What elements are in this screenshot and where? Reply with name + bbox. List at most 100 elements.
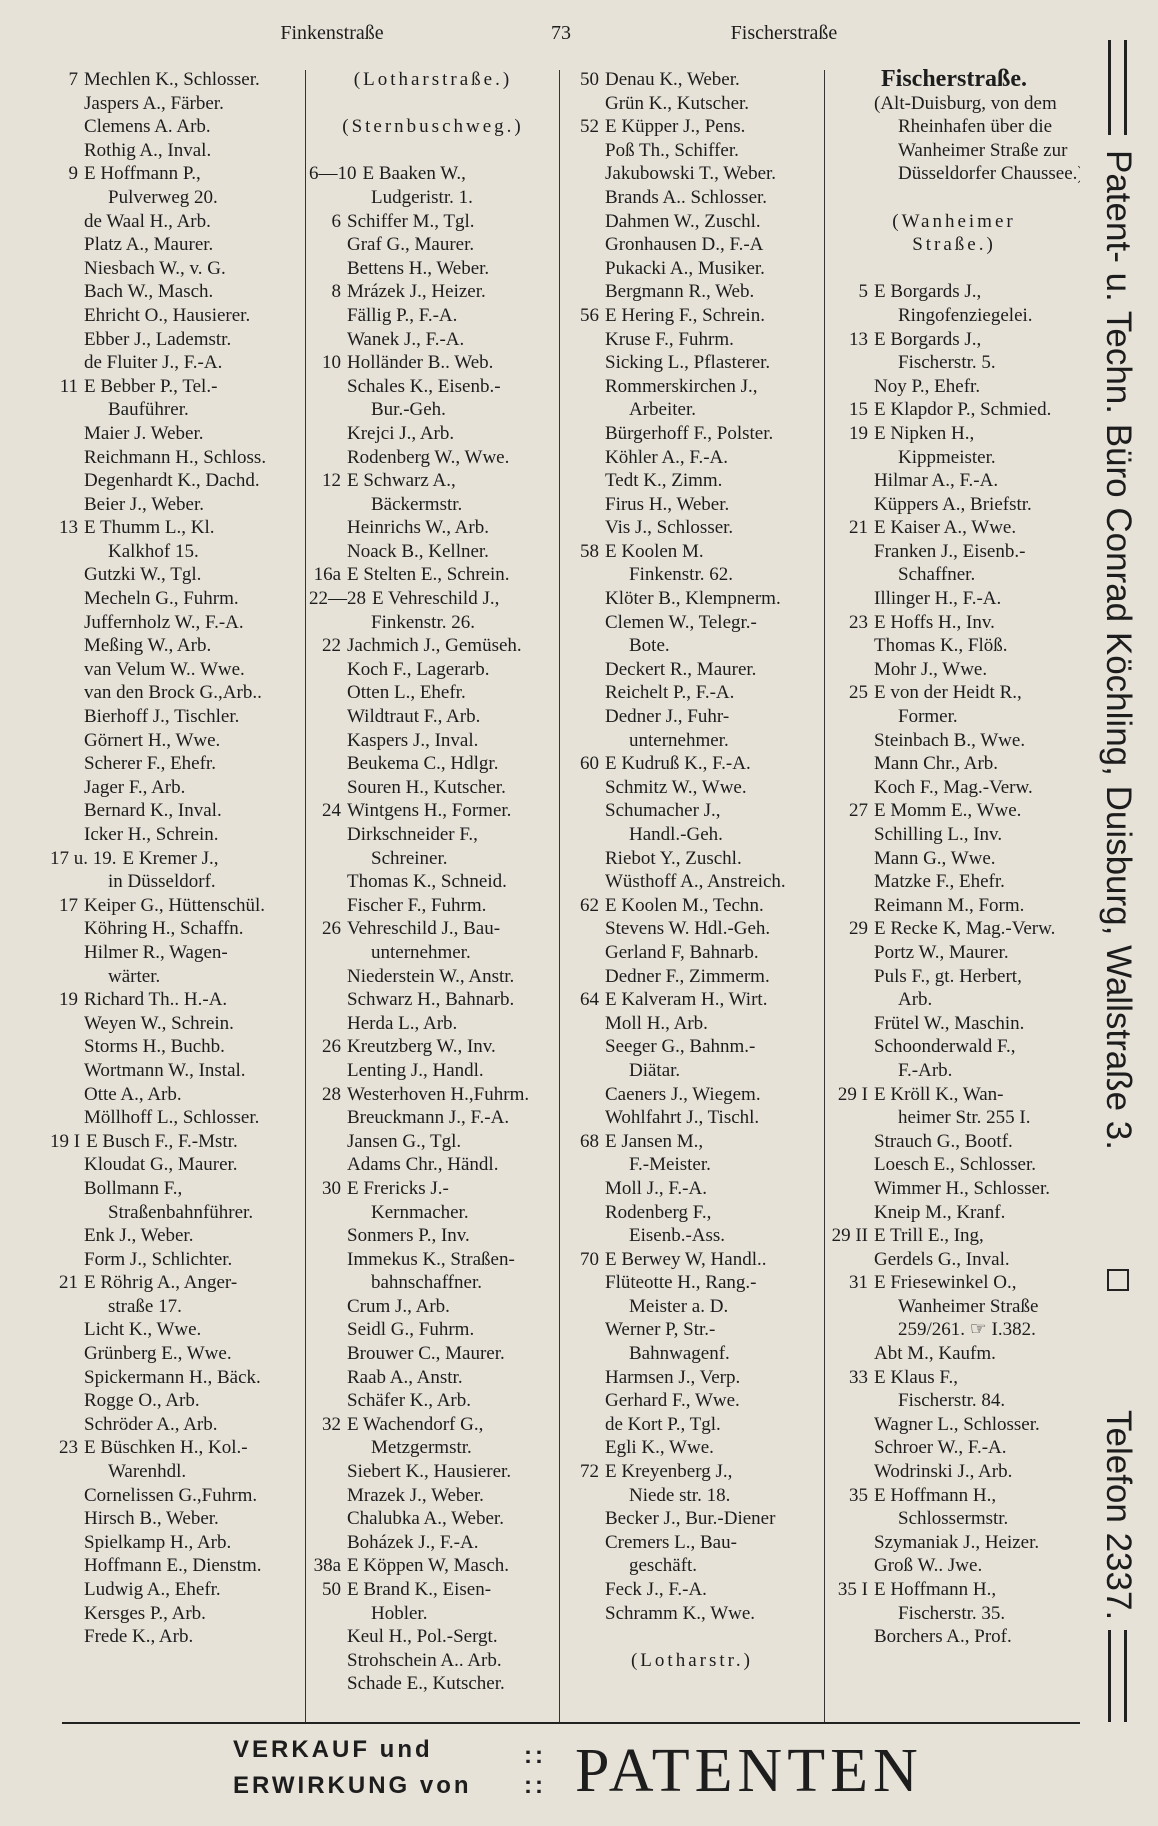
resident: (Alt-Duisburg, von dem: [874, 92, 1057, 114]
entry-line: Reimann M., Form.: [828, 894, 1080, 918]
entry: Bernard K., Inval.: [50, 799, 303, 823]
entry-line: 22—28 E Vehreschild J.,: [309, 587, 557, 611]
entry: Sonmers P., Inv.: [309, 1224, 557, 1248]
entry-line: Siebert K., Hausierer.: [309, 1460, 557, 1484]
house-number: 56: [580, 304, 599, 326]
entry-line: Bierhoff J., Tischler.: [50, 705, 303, 729]
resident: Loesch E., Schlosser.: [874, 1154, 1037, 1176]
resident: Reichelt P., F.-A.: [605, 682, 735, 704]
continuation-line: Bauführer.: [108, 399, 189, 421]
entry: Rodenberg W., Wwe.: [309, 446, 557, 470]
entry: Schäfer K., Arb.: [309, 1389, 557, 1413]
column: (Lotharstraße.) (Sternbuschweg.) 6—10 E Baa…: [309, 68, 557, 1720]
side-text: Patent- u. Techn. Büro Conrad Köchling, …: [1099, 150, 1138, 1150]
resident: Koch F., Lagerarb.: [347, 658, 490, 680]
entry: Mohr J., Wwe.: [828, 658, 1080, 682]
house-number: 19: [59, 989, 78, 1011]
house-number: 31: [849, 1272, 868, 1294]
house-number: 21: [59, 1272, 78, 1294]
resident: Moll H., Arb.: [605, 1012, 708, 1034]
resident: E Koolen M., Techn.: [605, 894, 764, 916]
entry: 72 E Kreyenberg J., Niede str. 18.: [563, 1460, 821, 1507]
entry-line: Möllhoff L., Schlosser.: [50, 1106, 303, 1130]
entry: Gerland F, Bahnarb.: [563, 941, 821, 965]
entry: Enk J., Weber.: [50, 1224, 303, 1248]
resident: Meßing W., Arb.: [84, 635, 212, 657]
resident: Krejci J., Arb.: [347, 422, 455, 444]
resident: Szymaniak J., Heizer.: [874, 1531, 1040, 1553]
entry: Jansen G., Tgl.: [309, 1130, 557, 1154]
entry: Wohlfahrt J., Tischl.: [563, 1106, 821, 1130]
entry-line: Lenting J., Handl.: [309, 1059, 557, 1083]
entry: Kruse F., Fuhrm.: [563, 328, 821, 352]
house-number: 29 II: [831, 1225, 868, 1247]
entry-line: 31 E Friesewinkel O.,: [828, 1271, 1080, 1295]
resident: Sicking L., Pflasterer.: [605, 352, 771, 374]
resident: Heinrichs W., Arb.: [347, 517, 489, 539]
entry-line: Dirkschneider F.,: [309, 823, 557, 847]
entry: Adams Chr., Händl.: [309, 1153, 557, 1177]
house-number: 32: [322, 1413, 341, 1435]
entry-line: Herda L., Arb.: [309, 1012, 557, 1036]
entry: Bettens H., Weber.: [309, 257, 557, 281]
entry: 7 Mechlen K., Schlosser.: [50, 68, 303, 92]
resident: Otten L., Ehefr.: [347, 682, 466, 704]
house-number: 25: [849, 682, 868, 704]
house-number: 19: [849, 422, 868, 444]
entry: 38a E Köppen W, Masch.: [309, 1554, 557, 1578]
entry-line: Scherer F., Ehefr.: [50, 752, 303, 776]
resident: Maier J. Weber.: [84, 422, 204, 444]
resident: E Hering F., Schrein.: [605, 304, 765, 326]
resident: Seeger G., Bahnm.-: [605, 1036, 756, 1058]
entry-line: Breuckmann J., F.-A.: [309, 1106, 557, 1130]
street-heading: (Lotharstr.): [563, 1649, 821, 1673]
entry: 50 Denau K., Weber.: [563, 68, 821, 92]
resident: Egli K., Wwe.: [605, 1437, 714, 1459]
entry-line: van den Brock G.,Arb..: [50, 681, 303, 705]
entry: 26 Kreutzberg W., Inv.: [309, 1035, 557, 1059]
entry: Ludwig A., Ehefr.: [50, 1578, 303, 1602]
entry-line: Mann G., Wwe.: [828, 847, 1080, 871]
entry-line: 35 I E Hoffmann H.,: [828, 1578, 1080, 1602]
resident: E Brand K., Eisen-: [347, 1579, 492, 1600]
entry: Kersges P., Arb.: [50, 1602, 303, 1626]
street-title: Fischerstraße.: [881, 68, 1027, 92]
entry-line: Immekus K., Straßen-: [309, 1248, 557, 1272]
entry-line: Ludwig A., Ehefr.: [50, 1578, 303, 1602]
house-number: 6: [331, 210, 342, 232]
side-phone: Telefon 2337.: [1099, 1409, 1138, 1620]
entry-line: Gerland F, Bahnarb.: [563, 941, 821, 965]
resident: E Bebber P., Tel.-: [84, 375, 218, 397]
resident: Immekus K., Straßen-: [347, 1248, 515, 1270]
entry: Jaspers A., Färber.: [50, 92, 303, 116]
continuation-line: Bote.: [629, 635, 670, 657]
heading-line: (Lotharstr.): [630, 1649, 753, 1671]
entry-line: Wortmann W., Instal.: [50, 1059, 303, 1083]
entry: Clemens A. Arb.: [50, 115, 303, 139]
resident: Hoffmann E., Dienstm.: [84, 1555, 262, 1577]
continuation-line: Schlossermstr.: [898, 1508, 1009, 1530]
continuation-line: Straßenbahnführer.: [108, 1201, 254, 1223]
resident: Harmsen J., Verp.: [605, 1366, 741, 1388]
entry: Reichelt P., F.-A.: [563, 681, 821, 705]
entry: 8 Mrázek J., Heizer.: [309, 280, 557, 304]
entry: Rothig A., Inval.: [50, 139, 303, 163]
continuation-line: Meister a. D.: [629, 1295, 729, 1317]
entry-line: Clemens A. Arb.: [50, 115, 303, 139]
resident: Chalubka A., Weber.: [347, 1508, 504, 1530]
resident: Mann G., Wwe.: [874, 847, 996, 869]
entry-line: Bürgerhoff F., Polster.: [563, 422, 821, 446]
resident: Wodrinski J., Arb.: [874, 1461, 1013, 1483]
entry-line: Fischer F., Fuhrm.: [309, 894, 557, 918]
resident: E Küpper J., Pens.: [605, 116, 746, 138]
entry: 64 E Kalveram H., Wirt.: [563, 988, 821, 1012]
entry: Moll J., F.-A.: [563, 1177, 821, 1201]
entry-line: Boházek J., F.-A.: [309, 1531, 557, 1555]
entry: 56 E Hering F., Schrein.: [563, 304, 821, 328]
entry-line: 35 E Hoffmann H.,: [828, 1484, 1080, 1508]
entry-line: Spickermann H., Bäck.: [50, 1366, 303, 1390]
entry-line: 33 E Klaus F.,: [828, 1366, 1080, 1390]
house-number: 35 I: [837, 1579, 868, 1600]
house-number: 17 u. 19.: [50, 847, 117, 869]
entry-line: Jaspers A., Färber.: [50, 92, 303, 116]
